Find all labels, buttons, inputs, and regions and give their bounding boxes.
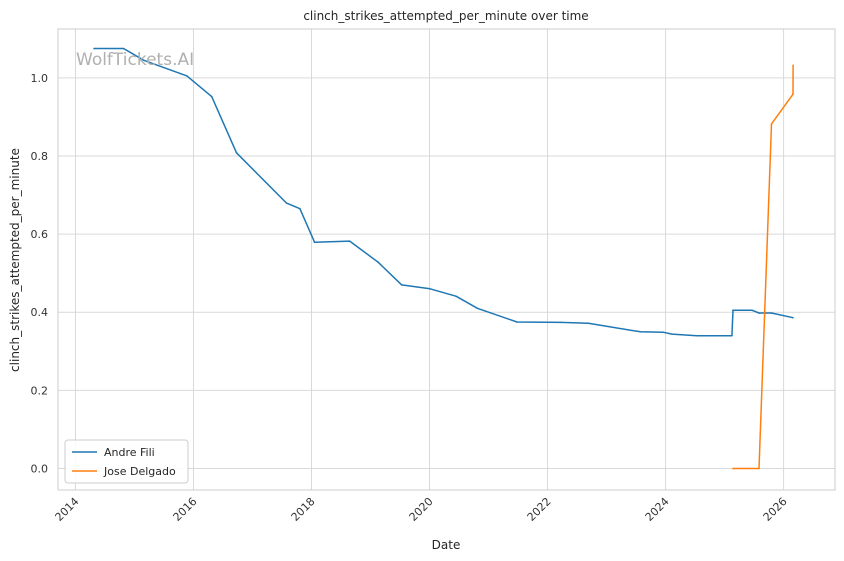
x-tick-label: 2016 [171,495,200,524]
data-point-andre-fili [210,95,213,98]
x-tick-label: 2020 [407,495,436,524]
plot-frame [57,28,836,491]
watermark: WolfTickets.AI [76,50,194,70]
y-tick-label: 0.0 [31,463,49,476]
data-point-jose-delgado [792,64,794,67]
data-point-jose-delgado [792,93,794,96]
data-point-andre-fili [455,295,457,298]
y-tick-label: 0.8 [31,150,49,163]
data-point-andre-fili [285,202,288,204]
y-tick-label: 0.4 [31,306,49,319]
y-axis-label: clinch_strikes_attempted_per_minute [8,148,22,372]
data-point-andre-fili [348,240,351,242]
legend-label-andre-fili: Andre Fili [104,446,155,459]
legend-label-jose-delgado: Jose Delgado [103,465,176,478]
data-point-jose-delgado [770,123,773,125]
data-point-andre-fili [93,47,95,50]
data-point-andre-fili [122,47,125,50]
series-layer [93,47,794,470]
data-point-andre-fili [731,334,733,337]
x-tick-label: 2024 [643,495,672,524]
y-tick-label: 0.6 [31,228,49,241]
data-point-andre-fili [792,316,794,319]
legend-box [64,439,189,484]
y-tick-label: 0.2 [31,384,49,397]
data-point-andre-fili [186,75,188,77]
data-point-andre-fili [732,309,734,312]
x-axis-label: Date [432,538,461,552]
data-point-andre-fili [662,331,664,333]
grid [58,29,835,490]
chart-title: clinch_strikes_attempted_per_minute over… [303,9,588,23]
legend: Andre Fili Jose Delgado [64,439,189,484]
data-point-andre-fili [758,312,760,314]
plot-background [58,29,835,490]
data-point-andre-fili [400,284,403,286]
data-point-andre-fili [639,330,642,333]
data-point-andre-fili [313,241,316,244]
data-point-andre-fili [516,321,518,323]
data-point-andre-fili [235,152,238,154]
data-point-andre-fili [671,333,673,335]
data-point-andre-fili [299,207,301,210]
x-tick-label: 2014 [53,495,82,524]
data-point-andre-fili [429,288,431,290]
data-point-andre-fili [560,321,562,324]
x-tick-label: 2018 [289,495,318,524]
data-point-jose-delgado [732,467,734,470]
data-point-andre-fili [476,307,479,310]
data-point-andre-fili [587,322,590,324]
x-tick-label: 2022 [525,495,554,524]
data-point-andre-fili [770,312,773,314]
y-tick-label: 1.0 [31,72,49,85]
series-line-andre-fili [94,47,794,337]
data-point-andre-fili [751,309,754,312]
data-point-jose-delgado [758,467,760,470]
x-tick-label: 2026 [761,495,790,524]
data-point-andre-fili [696,334,698,337]
data-point-andre-fili [143,59,145,62]
data-point-andre-fili [377,261,379,264]
